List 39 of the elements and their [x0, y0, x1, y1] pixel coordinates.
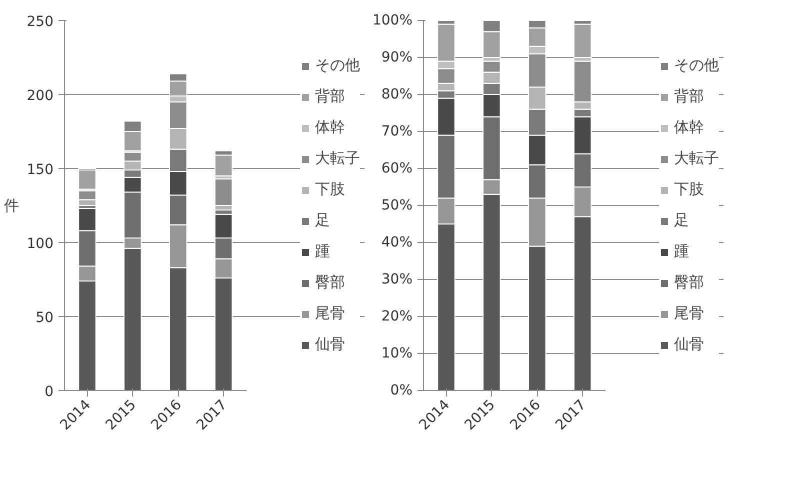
legend-label: 背部: [315, 87, 345, 106]
legend-label: その他: [674, 56, 719, 75]
y-tick-label: 0%: [390, 382, 413, 398]
legend-label: 大転子: [315, 149, 360, 168]
y-tick-label: 20%: [381, 308, 413, 324]
y-tick-label: 250: [26, 14, 54, 30]
y-tick-label: 70%: [381, 124, 413, 140]
legend-label: 踵: [674, 242, 690, 261]
y-tick-label: 50: [36, 310, 54, 326]
bar: [573, 24, 592, 58]
y-tick-label: 10%: [381, 346, 413, 362]
y-tick-label: 80%: [381, 86, 413, 102]
y-tick-label: 40%: [381, 234, 413, 250]
legend-label: 大転子: [674, 149, 719, 168]
legend-label: 体幹: [674, 118, 704, 137]
y-axis-title: 件: [4, 196, 19, 214]
y-tick-label: 50%: [381, 198, 413, 214]
y-tick-label: 200: [26, 88, 54, 104]
y-tick-label: 90%: [381, 50, 413, 66]
legend-label: 足: [315, 211, 331, 230]
legend-label: 踵: [315, 242, 331, 261]
legend-label: 体幹: [315, 118, 345, 137]
legend-label: 背部: [674, 87, 704, 106]
legend-label: 尾骨: [315, 304, 345, 323]
legend-label: 臀部: [315, 273, 345, 292]
y-tick-label: 30%: [381, 272, 413, 288]
legend-label: 足: [674, 211, 690, 230]
y-tick-label: 0: [44, 384, 54, 400]
y-tick-label: 100: [26, 236, 54, 252]
legend-label: 尾骨: [674, 304, 704, 323]
y-tick-label: 150: [26, 162, 54, 178]
legend-label: 下肢: [315, 180, 345, 199]
legend-label: 臀部: [674, 273, 704, 292]
legend-label: 仙骨: [674, 335, 704, 354]
legend-label: 下肢: [674, 180, 704, 199]
y-tick-label: 100%: [372, 12, 413, 28]
y-tick-label: 60%: [381, 160, 413, 176]
legend-label: その他: [315, 56, 360, 75]
legend-label: 仙骨: [315, 335, 345, 354]
